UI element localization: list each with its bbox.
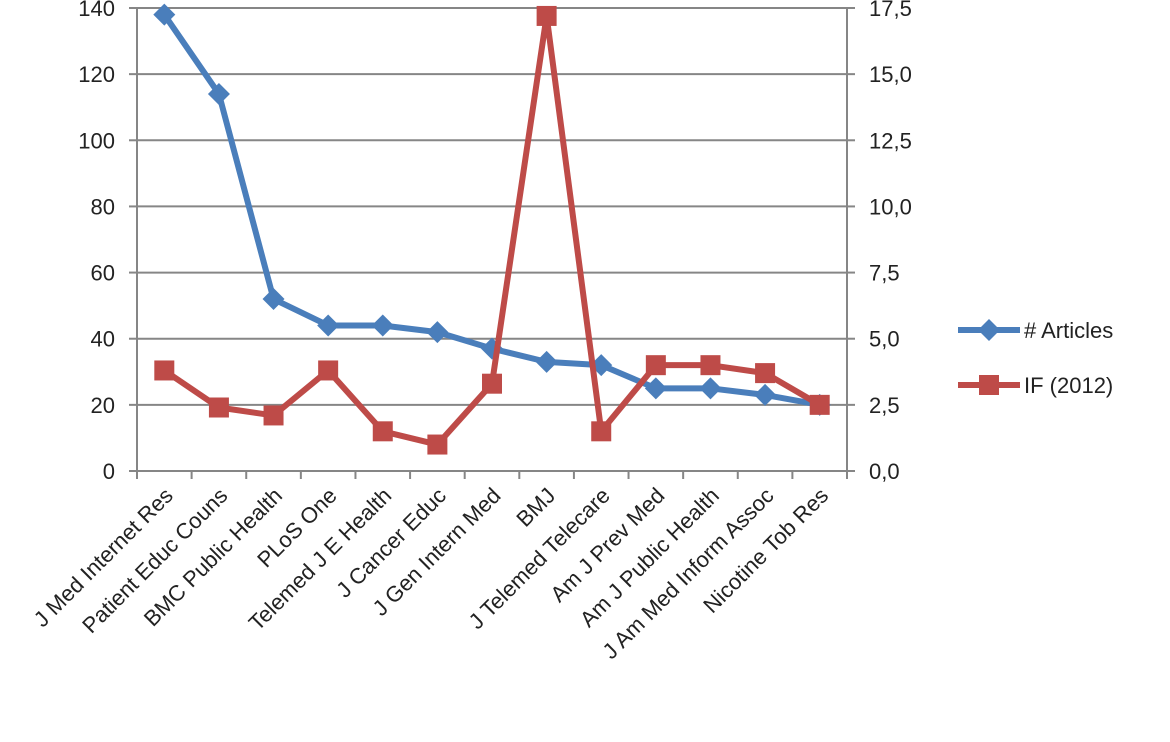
data-point	[426, 321, 449, 344]
data-point	[207, 82, 230, 105]
left-tick-label: 120	[78, 62, 115, 87]
data-point	[262, 288, 285, 311]
series-layer	[153, 3, 831, 455]
series-articles	[153, 3, 831, 416]
data-point	[699, 377, 722, 400]
axes	[129, 7, 855, 479]
left-tick-label: 0	[103, 459, 115, 484]
legend-marker	[978, 319, 1000, 341]
data-point	[755, 363, 776, 384]
data-point	[700, 355, 721, 376]
right-axis-tick-labels: 0,0 2,5 5,0 7,5 10,0 12,5 15,0 17,5	[869, 0, 912, 484]
right-tick-label: 0,0	[869, 459, 900, 484]
data-point	[536, 5, 557, 26]
left-tick-label: 80	[91, 194, 115, 219]
legend-marker	[979, 375, 999, 395]
right-tick-label: 10,0	[869, 194, 912, 219]
x-category-label: BMJ	[511, 483, 560, 532]
left-tick-label: 100	[78, 128, 115, 153]
data-point	[318, 360, 339, 381]
data-point	[644, 377, 667, 400]
left-tick-label: 40	[91, 327, 115, 352]
legend: # Articles IF (2012)	[958, 318, 1113, 398]
gridlines	[137, 7, 847, 472]
data-point	[591, 421, 612, 442]
left-tick-label: 60	[91, 261, 115, 286]
data-point	[754, 383, 777, 406]
data-point	[482, 373, 502, 394]
left-tick-label: 20	[91, 393, 115, 418]
legend-label: IF (2012)	[1024, 373, 1113, 398]
data-point	[535, 350, 558, 373]
data-point	[208, 397, 229, 418]
legend-item: # Articles	[958, 318, 1113, 343]
right-tick-label: 5,0	[869, 327, 900, 352]
series-if-2012	[154, 5, 830, 455]
right-tick-label: 12,5	[869, 128, 912, 153]
right-tick-label: 15,0	[869, 62, 912, 87]
right-tick-label: 17,5	[869, 0, 912, 21]
right-tick-label: 7,5	[869, 261, 900, 286]
left-axis-tick-labels: 0 20 40 60 80 100 120 140	[78, 0, 115, 484]
data-point	[263, 405, 284, 426]
data-point	[154, 360, 175, 381]
legend-label: # Articles	[1024, 318, 1113, 343]
data-point	[372, 421, 393, 442]
right-tick-label: 2,5	[869, 393, 900, 418]
left-tick-label: 140	[78, 0, 115, 21]
data-point	[371, 314, 394, 337]
data-point	[645, 355, 666, 376]
data-point	[317, 314, 340, 337]
legend-item: IF (2012)	[958, 373, 1113, 398]
data-point	[427, 434, 448, 455]
data-point	[153, 3, 176, 26]
data-point	[809, 394, 830, 415]
